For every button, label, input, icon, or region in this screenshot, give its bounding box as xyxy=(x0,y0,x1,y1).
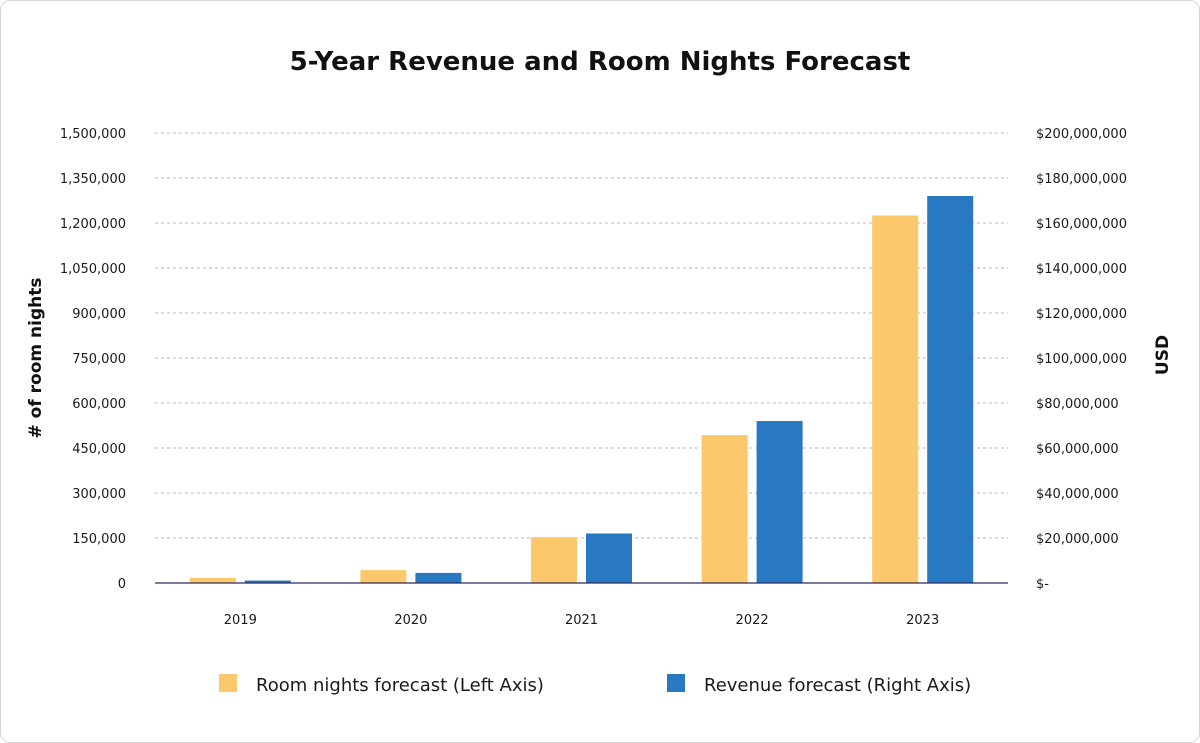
right-tick-label: $60,000,000 xyxy=(1036,442,1119,457)
bar-room-nights-2023 xyxy=(872,215,919,583)
bar-room-nights-2022 xyxy=(701,435,748,583)
right-axis-ticks: $- $20,000,000 $40,000,000 $60,000,000 $80,0… xyxy=(1036,127,1127,592)
bar-series xyxy=(189,196,974,583)
x-tick-label: 2020 xyxy=(394,613,427,628)
right-tick-label: $140,000,000 xyxy=(1036,262,1127,277)
legend-swatch xyxy=(667,674,685,692)
left-axis-ticks: 0 150,000 300,000 450,000 600,000 750,000 900,… xyxy=(60,127,126,592)
left-tick-label: 1,050,000 xyxy=(60,262,126,277)
right-tick-label: $40,000,000 xyxy=(1036,487,1119,502)
bar-room-nights-2021 xyxy=(531,537,577,583)
chart-title: 5-Year Revenue and Room Nights Forecast xyxy=(290,47,911,77)
right-tick-label: $20,000,000 xyxy=(1036,532,1119,547)
legend-swatch xyxy=(219,674,237,692)
left-tick-label: 450,000 xyxy=(72,442,126,457)
right-tick-label: $80,000,000 xyxy=(1036,397,1119,412)
right-tick-label: $160,000,000 xyxy=(1036,217,1127,232)
left-tick-label: 0 xyxy=(118,577,126,592)
x-tick-label: 2021 xyxy=(565,613,598,628)
right-tick-label: $200,000,000 xyxy=(1036,127,1127,142)
bar-revenue-2021 xyxy=(586,533,632,583)
left-tick-label: 1,350,000 xyxy=(60,172,126,187)
left-tick-label: 300,000 xyxy=(72,487,126,502)
right-tick-label: $180,000,000 xyxy=(1036,172,1127,187)
bar-room-nights-2020 xyxy=(360,570,407,583)
x-axis-ticks: 2019 2020 2021 2022 2023 xyxy=(224,613,939,628)
bar-revenue-2022 xyxy=(756,421,803,583)
right-tick-label: $120,000,000 xyxy=(1036,307,1127,322)
bar-revenue-2019 xyxy=(244,580,291,583)
bar-revenue-2023 xyxy=(927,196,974,583)
left-tick-label: 900,000 xyxy=(72,307,126,322)
left-tick-label: 150,000 xyxy=(72,532,126,547)
right-tick-label: $100,000,000 xyxy=(1036,352,1127,367)
left-axis-label: # of room nights xyxy=(26,278,46,439)
legend-label: Room nights forecast (Left Axis) xyxy=(256,675,544,696)
left-tick-label: 1,500,000 xyxy=(60,127,126,142)
left-tick-label: 750,000 xyxy=(72,352,126,367)
legend-label: Revenue forecast (Right Axis) xyxy=(704,675,971,696)
x-tick-label: 2022 xyxy=(736,613,769,628)
left-tick-label: 600,000 xyxy=(72,397,126,412)
legend: Room nights forecast (Left Axis) Revenue … xyxy=(219,674,971,696)
x-tick-label: 2023 xyxy=(906,613,939,628)
gridlines xyxy=(155,132,1008,539)
x-tick-label: 2019 xyxy=(224,613,257,628)
left-tick-label: 1,200,000 xyxy=(60,217,126,232)
bar-room-nights-2019 xyxy=(189,577,236,583)
right-axis-label: USD xyxy=(1153,335,1173,375)
bar-revenue-2020 xyxy=(415,572,462,583)
right-tick-label: $- xyxy=(1036,577,1049,592)
